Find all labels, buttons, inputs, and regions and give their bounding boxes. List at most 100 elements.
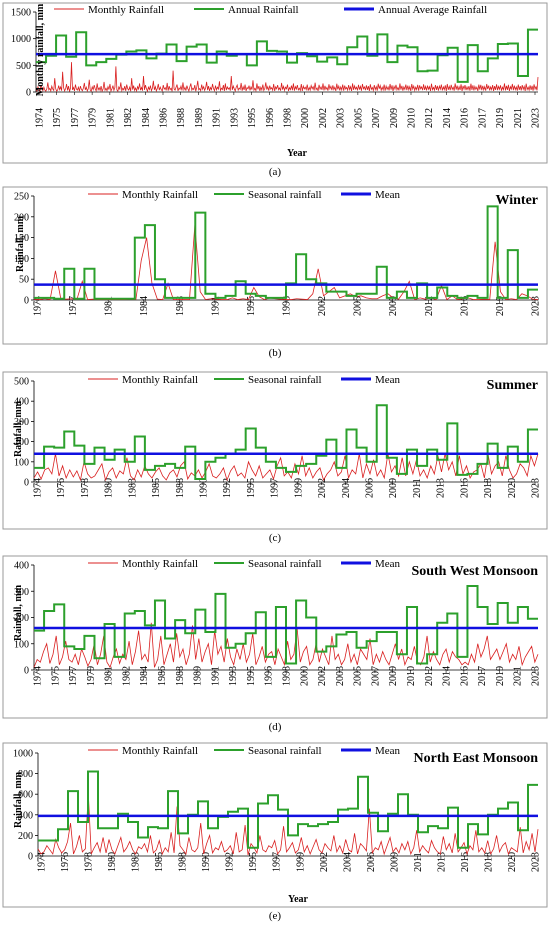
xtick-label: 2005 — [353, 666, 364, 686]
xtick-label: 1996 — [264, 666, 275, 686]
xtick-label: 2010 — [407, 108, 418, 128]
ytick-label: 0 — [26, 88, 31, 99]
chart-panel-d: 0 100 200 300 400 1974 1975 1977 1979 1981 1982 198… — [0, 553, 550, 738]
chart-frame-b — [2, 186, 548, 345]
y-axis-label: Monthly rainfall, mm — [35, 3, 46, 96]
ytick-label: 50 — [19, 275, 29, 286]
y-axis-label: Rainfall, mm — [13, 771, 24, 828]
xtick-label: 2011 — [413, 852, 424, 872]
caption-b: (b) — [268, 347, 282, 359]
xtick-label: 1995 — [248, 852, 259, 872]
ytick-label: 250 — [14, 192, 29, 203]
ytick-label: 500 — [16, 61, 31, 72]
xtick-label: 1988 — [175, 478, 186, 498]
series-line-monthly-rainfall — [37, 794, 539, 856]
xtick-label: 1975 — [50, 666, 61, 686]
xtick-label: 2014 — [442, 108, 453, 128]
xtick-label: 1976 — [56, 478, 67, 498]
season-title: North East Monsoon — [414, 751, 539, 766]
xtick-label: 1999 — [293, 478, 304, 498]
xtick-label: 2010 — [406, 666, 417, 686]
legend-label: Seasonal rainfall — [248, 374, 322, 386]
legend-label: Monthly Rainfall — [122, 374, 198, 386]
xtick-label: 2002 — [319, 852, 330, 872]
xtick-label: 2020 — [507, 852, 518, 872]
season-title: Summer — [487, 378, 538, 393]
ytick-label: 0 — [28, 852, 33, 863]
xtick-label: 1984 — [139, 666, 150, 686]
y-axis-label: Rainfall, mm — [15, 215, 26, 272]
xtick-label: 2009 — [389, 852, 400, 872]
legend-label: Annual Rainfall — [228, 4, 299, 16]
ytick-label: 400 — [18, 810, 33, 821]
xtick-label: 1997 — [270, 478, 281, 498]
xtick-label: 1999 — [295, 852, 306, 872]
legend-label: Seasonal rainfall — [248, 189, 322, 201]
xtick-label: 1978 — [84, 852, 95, 872]
xtick-label: 2019 — [495, 108, 506, 128]
ytick-label: 0 — [24, 478, 29, 489]
xtick-label: 1995 — [246, 478, 257, 498]
y-axis-label: Rainfall, mm — [13, 400, 24, 457]
xtick-label: 2006 — [366, 852, 377, 872]
xtick-label: 2016 — [460, 108, 471, 128]
xtick-label: 2019 — [495, 666, 506, 686]
xtick-label: 1977 — [68, 666, 79, 686]
series-line-seasonal-rainfall — [34, 404, 538, 480]
xtick-label: 1998 — [283, 108, 294, 128]
xtick-label: 2012 — [424, 666, 435, 686]
chart-panel-e: 0 200 400 600 800 1000 1974 1976 1978 1980 1983 198… — [0, 740, 550, 929]
ytick-label: 500 — [14, 377, 29, 388]
season-title: South West Monsoon — [411, 564, 538, 579]
xtick-label: 2023 — [531, 852, 542, 872]
xtick-label: 2007 — [370, 666, 381, 686]
y-axis-label: Rainfall, mm — [13, 584, 24, 641]
chart-panel-b: 0 50 100 150 200 250 1974 1977 1981 1984 1988 1991 1… — [0, 184, 550, 364]
ytick-label: 0 — [24, 296, 29, 307]
legend-label: Monthly Rainfall — [122, 189, 198, 201]
xtick-label: 2016 — [459, 296, 470, 316]
xtick-label: 1986 — [159, 108, 170, 128]
xtick-label: 2000 — [299, 666, 310, 686]
xtick-label: 1992 — [225, 852, 236, 872]
xtick-label: 1976 — [60, 852, 71, 872]
xtick-label: 2020 — [507, 478, 518, 498]
ytick-label: 150 — [14, 233, 29, 244]
xtick-label: 1995 — [246, 296, 257, 316]
xtick-label: 1990 — [201, 852, 212, 872]
series-line-seasonal-rainfall — [34, 205, 538, 300]
chart-e: 0 200 400 600 800 1000 1974 1976 1978 1980 1983 198… — [2, 742, 548, 908]
xtick-label: 2005 — [353, 108, 364, 128]
xtick-label: 1978 — [80, 478, 91, 498]
xtick-label: 2016 — [459, 478, 470, 498]
xtick-label: 2017 — [477, 666, 488, 686]
xtick-label: 1983 — [131, 852, 142, 872]
ytick-label: 300 — [14, 417, 29, 428]
xtick-label: 2004 — [342, 852, 353, 872]
xtick-label: 2003 — [335, 666, 346, 686]
ytick-label: 600 — [18, 790, 33, 801]
xtick-label: 2009 — [388, 478, 399, 498]
xtick-label: 1993 — [228, 666, 239, 686]
xtick-label: 1985 — [151, 478, 162, 498]
chart-panel-a: 0 500 1000 1500 1974 1975 1977 1979 1981 1982 1984… — [0, 0, 550, 180]
xtick-label: 1974 — [33, 666, 44, 686]
legend-label: Annual Average Rainfall — [378, 4, 487, 16]
legend-label: Monthly Rainfall — [122, 745, 198, 757]
series-line-seasonal-rainfall — [38, 770, 538, 849]
xtick-label: 1979 — [88, 108, 99, 128]
caption-a: (a) — [268, 166, 282, 178]
series-line-monthly-rainfall — [35, 62, 539, 93]
ytick-label: 100 — [14, 639, 29, 650]
ytick-label: 400 — [14, 561, 29, 572]
ytick-label: 100 — [14, 457, 29, 468]
ytick-label: 0 — [24, 666, 29, 677]
legend-label: Monthly Rainfall — [122, 558, 198, 570]
caption-d: (d) — [268, 721, 282, 733]
xtick-label: 1993 — [229, 108, 240, 128]
xtick-label: 2021 — [513, 108, 524, 128]
xtick-label: 1985 — [154, 852, 165, 872]
ytick-label: 200 — [14, 212, 29, 223]
chart-c: 0 100 200 300 400 500 1974 1976 1978 1980 1983 1985… — [2, 371, 548, 530]
caption-c: (c) — [268, 532, 282, 544]
